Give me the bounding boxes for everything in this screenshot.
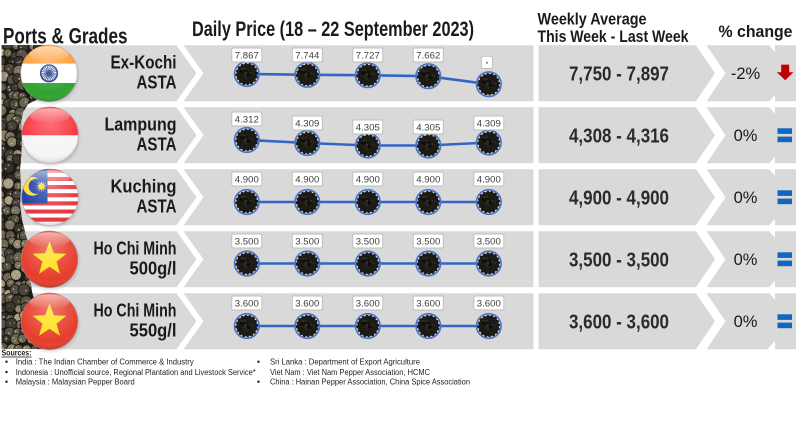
svg-text:550g/l: 550g/l: [130, 321, 177, 341]
svg-text:Sri Lanka : Department of Expo: Sri Lanka : Department of Export Agricul…: [270, 358, 421, 367]
svg-text:ASTA: ASTA: [137, 197, 177, 217]
svg-text:This Week - Last Week: This Week - Last Week: [538, 27, 689, 46]
svg-text:Weekly Average: Weekly Average: [538, 10, 647, 29]
svg-text:Ho Chi Minh: Ho Chi Minh: [94, 238, 177, 258]
svg-text:3.600: 3.600: [356, 299, 380, 310]
svg-text:7.867: 7.867: [235, 51, 259, 62]
svg-text:4.309: 4.309: [477, 119, 501, 130]
svg-text:3.500: 3.500: [477, 237, 501, 248]
svg-text:4.305: 4.305: [356, 123, 380, 134]
svg-text:3.600: 3.600: [477, 299, 501, 310]
svg-text:3.600: 3.600: [416, 299, 440, 310]
svg-text:3.600: 3.600: [295, 299, 319, 310]
svg-text:7.727: 7.727: [356, 51, 380, 62]
svg-text:ASTA: ASTA: [137, 73, 177, 93]
svg-text:Malaysia : Malaysian Pepper Bo: Malaysia : Malaysian Pepper Board: [16, 378, 135, 387]
svg-text:0%: 0%: [734, 127, 758, 145]
svg-text:Viet Nam : Viet Nam Pepper Ass: Viet Nam : Viet Nam Pepper Association, …: [270, 368, 430, 377]
svg-text:Sources:: Sources:: [2, 349, 32, 358]
svg-text:China : Hainan Pepper Associat: China : Hainan Pepper Association, China…: [270, 378, 470, 387]
svg-text:4.900: 4.900: [356, 175, 380, 186]
svg-text:4.900: 4.900: [235, 175, 259, 186]
svg-text:Daily Price (18 – 22 September: Daily Price (18 – 22 September 2023): [192, 18, 474, 41]
svg-text:India : The Indian Chamber of: India : The Indian Chamber of Commerce &…: [16, 358, 194, 367]
svg-text:3.500: 3.500: [235, 237, 259, 248]
svg-text:Ho Chi Minh: Ho Chi Minh: [94, 300, 177, 320]
svg-text:7.744: 7.744: [295, 51, 320, 62]
svg-text:3.500: 3.500: [416, 237, 440, 248]
svg-text:Ex-Kochi: Ex-Kochi: [111, 52, 177, 72]
svg-text:7.662: 7.662: [416, 51, 440, 62]
svg-text:4,308 - 4,316: 4,308 - 4,316: [569, 125, 669, 147]
svg-text:4,900 - 4,900: 4,900 - 4,900: [569, 187, 669, 209]
svg-text:4.309: 4.309: [295, 119, 319, 130]
svg-text:4.900: 4.900: [477, 175, 501, 186]
svg-text:4.312: 4.312: [235, 115, 259, 126]
svg-text:4.900: 4.900: [416, 175, 440, 186]
svg-text:-2%: -2%: [731, 65, 761, 83]
svg-text:% change: % change: [719, 22, 793, 41]
svg-text:ASTA: ASTA: [137, 135, 177, 155]
svg-text:0%: 0%: [734, 251, 758, 269]
svg-text:0%: 0%: [734, 313, 758, 331]
svg-text:Lampung: Lampung: [105, 114, 177, 134]
svg-text:4.305: 4.305: [416, 123, 440, 134]
svg-text:0%: 0%: [734, 189, 758, 207]
svg-text:Ports & Grades: Ports & Grades: [3, 24, 128, 49]
svg-text:3,600 - 3,600: 3,600 - 3,600: [569, 311, 669, 333]
svg-text:4.900: 4.900: [295, 175, 319, 186]
svg-text:Indonesia : Unofficial source,: Indonesia : Unofficial source, Regional …: [16, 368, 256, 377]
svg-text:7,750 - 7,897: 7,750 - 7,897: [569, 63, 669, 85]
svg-text:3.600: 3.600: [235, 299, 259, 310]
svg-text:3.500: 3.500: [356, 237, 380, 248]
svg-text:Kuching: Kuching: [111, 176, 177, 196]
svg-text:500g/l: 500g/l: [130, 259, 177, 279]
svg-text:3,500 - 3,500: 3,500 - 3,500: [569, 249, 669, 271]
svg-text:3.500: 3.500: [295, 237, 319, 248]
